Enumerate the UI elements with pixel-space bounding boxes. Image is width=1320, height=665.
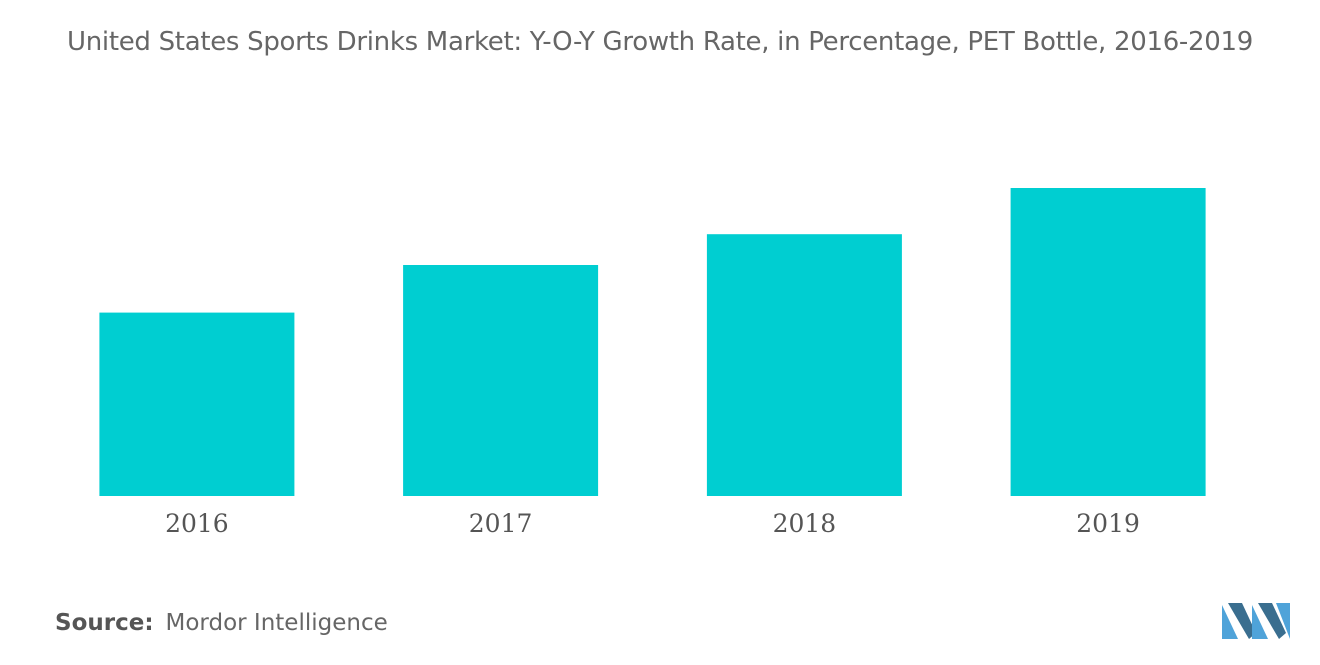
source-value: Mordor Intelligence — [165, 610, 388, 636]
source-note: Source: Mordor Intelligence — [55, 610, 388, 636]
x-tick-label: 2019 — [1076, 509, 1140, 538]
chart-title: United States Sports Drinks Market: Y-O-… — [67, 27, 1253, 57]
bars-group — [99, 188, 1206, 496]
x-tick-label: 2017 — [469, 509, 533, 538]
x-tick-label: 2018 — [773, 509, 837, 538]
x-axis-ticks: 2016 2017 2018 2019 — [165, 509, 1140, 538]
source-label: Source: — [55, 610, 154, 636]
bar-2018 — [706, 234, 902, 496]
bar-2017 — [403, 265, 599, 496]
x-tick-label: 2016 — [165, 509, 229, 538]
bar-2016 — [99, 312, 295, 496]
bar-2019 — [1010, 188, 1206, 496]
mordor-intelligence-logo-icon — [1222, 603, 1290, 639]
